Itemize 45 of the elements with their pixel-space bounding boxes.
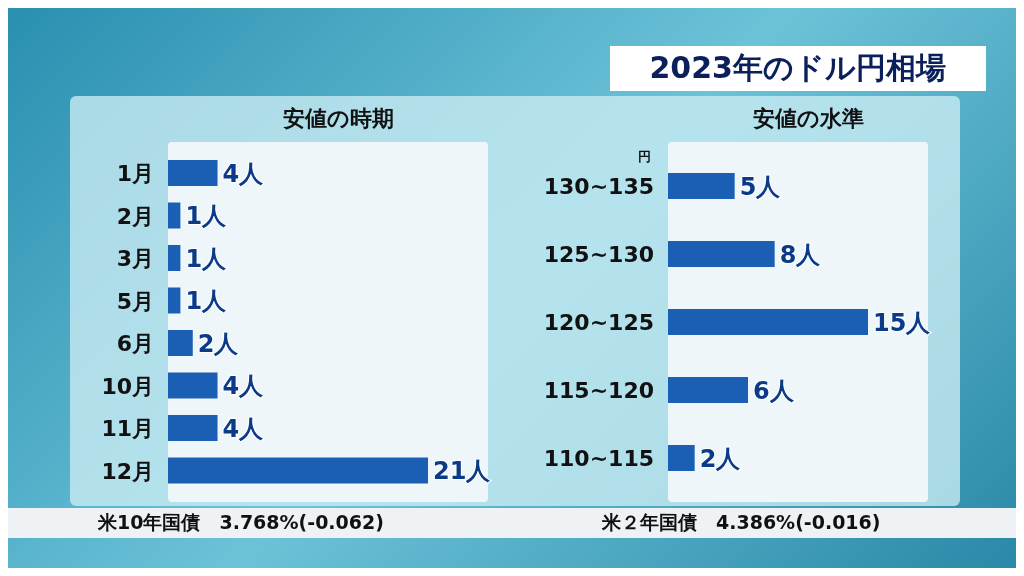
- bar: [168, 457, 428, 484]
- data-label: 4人: [222, 414, 265, 443]
- bar: [668, 309, 868, 335]
- data-label: 5人: [739, 172, 782, 201]
- y-tick-label: 2月: [116, 203, 154, 229]
- data-label: 1人: [185, 287, 228, 316]
- bar: [668, 445, 695, 471]
- data-label: 4人: [222, 372, 265, 401]
- data-label: 8人: [779, 240, 822, 269]
- bar: [668, 241, 775, 267]
- y-tick-label: 130~135: [543, 174, 654, 199]
- data-label: 1人: [185, 244, 228, 273]
- bar: [168, 330, 193, 356]
- y-tick-label: 10月: [101, 373, 154, 399]
- bar: [168, 287, 181, 314]
- y-tick-label: 3月: [116, 246, 154, 272]
- chart-title: 2023年のドル円相場: [609, 46, 986, 91]
- text: 米10年国債 3.768%(-0.062): [97, 510, 385, 535]
- y-tick-label: 6月: [116, 331, 154, 357]
- bar: [168, 202, 181, 229]
- chart-subtitle: 安値の時期: [281, 105, 395, 133]
- bar: [168, 245, 181, 271]
- bar: [168, 415, 218, 441]
- bar: [168, 160, 218, 186]
- y-tick-label: 110~115: [543, 446, 654, 471]
- data-label: 15人: [873, 308, 932, 337]
- data-label: 1人: [185, 202, 228, 231]
- data-label: 4人: [222, 159, 265, 188]
- y-tick-label: 115~120: [543, 378, 654, 403]
- data-label: 21人: [433, 457, 492, 486]
- chart-subtitle: 安値の水準: [751, 105, 865, 133]
- y-tick-label: 120~125: [543, 310, 654, 335]
- y-tick-label: 1月: [116, 161, 154, 187]
- y-axis-title: 円: [638, 148, 651, 166]
- y-tick-label: 5月: [116, 288, 154, 314]
- data-label: 6人: [753, 376, 795, 405]
- bar: [168, 372, 218, 399]
- text: 米２年国債 4.386%(-0.016): [601, 510, 882, 535]
- data-label: 2人: [699, 444, 742, 473]
- bar: [668, 377, 748, 403]
- bar: [668, 173, 735, 199]
- y-tick-label: 11月: [101, 416, 154, 442]
- y-tick-label: 125~130: [543, 242, 654, 267]
- y-tick-label: 12月: [101, 458, 154, 484]
- data-label: 2人: [197, 329, 240, 358]
